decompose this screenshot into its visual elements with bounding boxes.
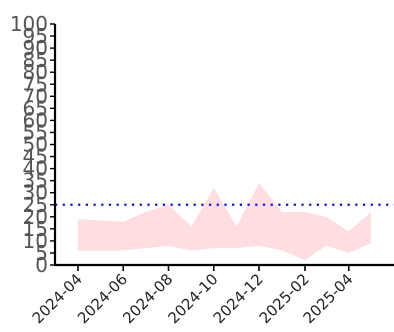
range-band-area (78, 183, 371, 261)
y-tick-label: 70 (23, 84, 48, 108)
y-tick-label: 5 (35, 241, 48, 265)
y-tick-label: 35 (23, 169, 48, 193)
series-layer (55, 183, 394, 261)
y-tick-label: 55 (23, 120, 48, 144)
y-tick-label: 10 (23, 229, 48, 253)
x-tick-label: 2024-12 (210, 270, 267, 327)
y-tick-label: 45 (23, 145, 48, 169)
y-tick-label: 0 (35, 253, 48, 277)
y-tick-label: 40 (23, 157, 48, 181)
y-tick-label: 20 (23, 205, 48, 229)
y-tick-label: 25 (23, 193, 48, 217)
y-tick-label: 100 (10, 12, 48, 36)
y-tick-label: 80 (23, 60, 48, 84)
y-tick-label: 95 (23, 24, 48, 48)
y-tick-label: 60 (23, 108, 48, 132)
y-tick-label: 65 (23, 96, 48, 120)
y-tick-label: 90 (23, 36, 48, 60)
y-tick-label: 30 (23, 181, 48, 205)
y-axis-ticks: 0510152025303540455055606570758085909510… (10, 12, 55, 277)
y-tick-label: 75 (23, 72, 48, 96)
y-tick-label: 15 (23, 217, 48, 241)
x-axis-ticks: 2024-042024-062024-082024-102024-122025-… (29, 265, 357, 327)
y-tick-label: 85 (23, 48, 48, 72)
y-tick-label: 50 (23, 133, 48, 157)
